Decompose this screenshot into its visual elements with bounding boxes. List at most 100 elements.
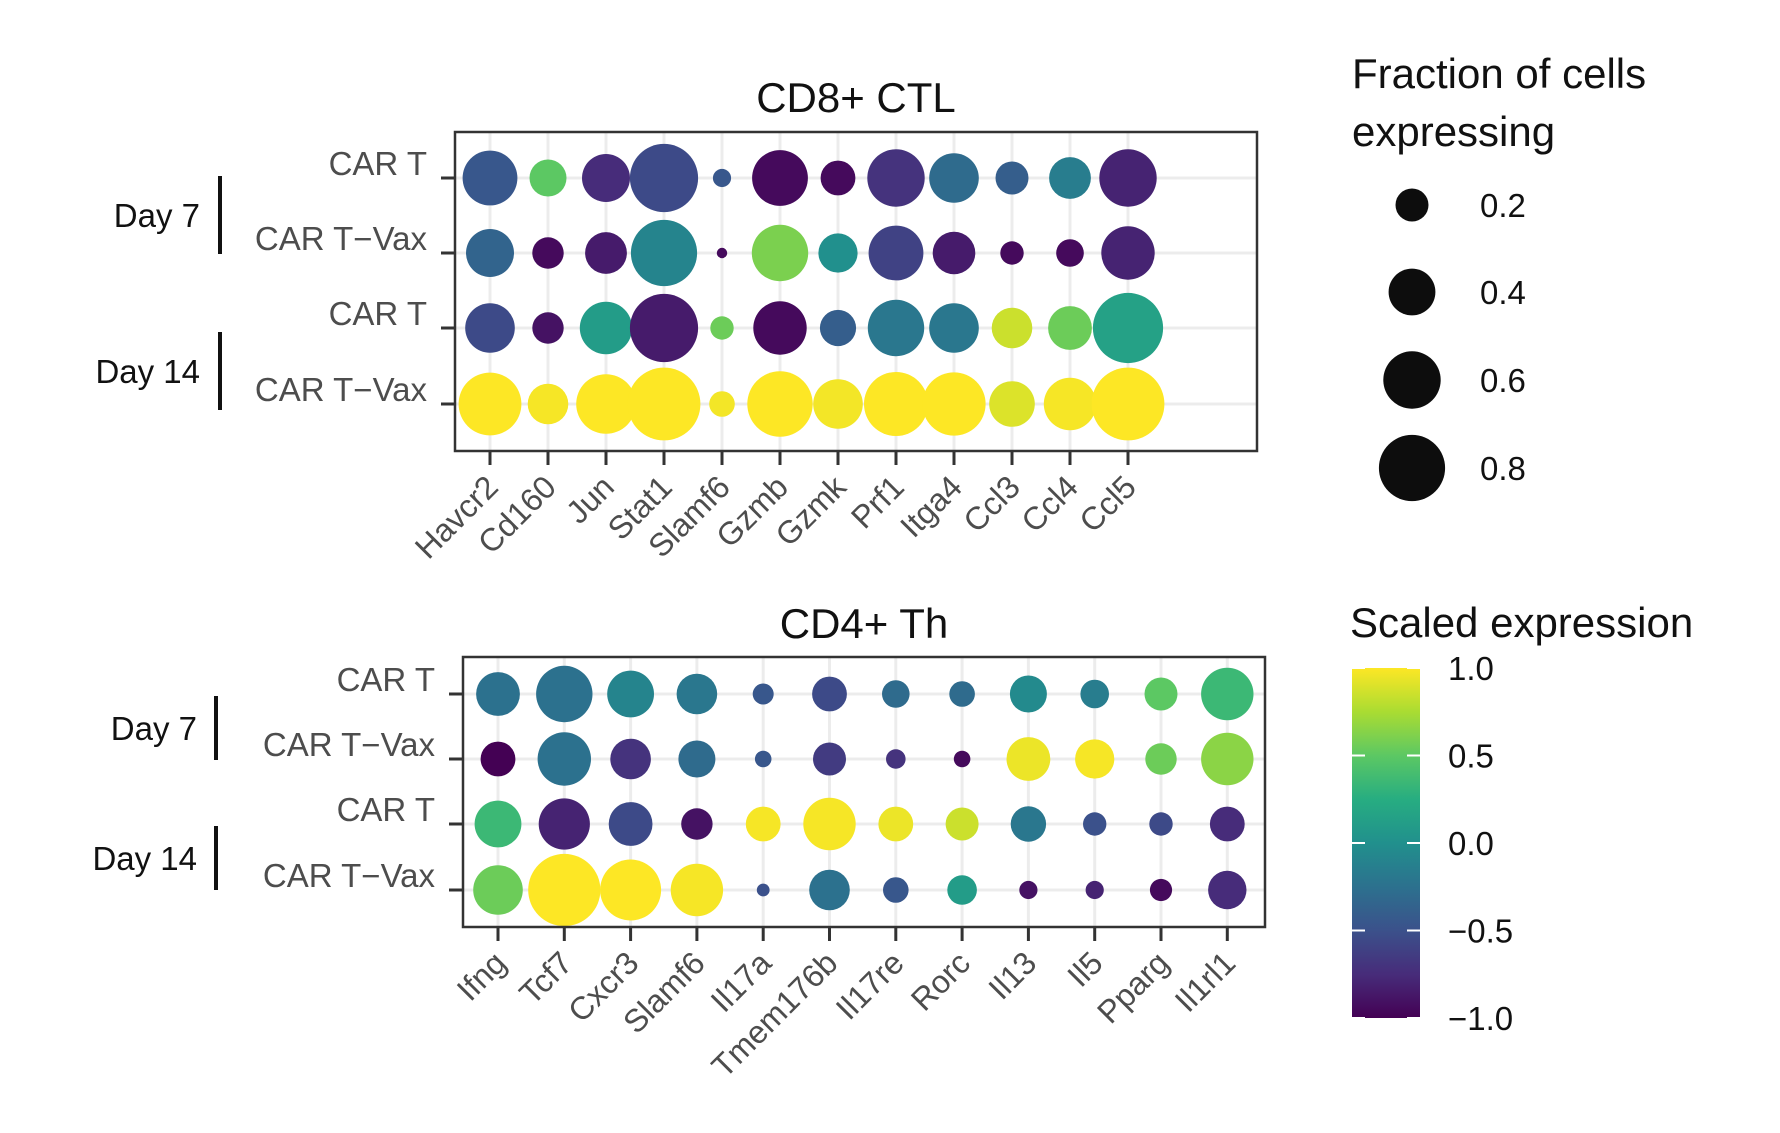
x-tick-label-rorc: Rorc [904,944,977,1017]
size-legend-label: 0.6 [1480,362,1526,399]
panel-frame [453,130,1259,453]
x-axis: Ifng Tcf7Cxcr3Slamf6Il17aTmem176bIl17reRo… [450,927,1242,1084]
size-legend-items: 0.2 0.4 0.6 0.8 [1378,187,1526,502]
dot-pparg-row3 [1149,812,1173,836]
dot-cd160-row3 [532,312,564,344]
color-tick-label: −0.5 [1448,913,1513,950]
dot-prf1-row2 [868,225,924,281]
dot-tmem176b-row3 [803,797,856,851]
x-tick-label-il5: Il5 [1060,944,1109,993]
dot-cxcr3-row2 [610,738,651,780]
group-brackets: Day 7 Day 14 [95,176,222,410]
dot-ifng-row1 [476,672,520,716]
x-tick-label-ccl3: Ccl3 [956,468,1027,539]
dot-il17re-row1 [882,680,910,708]
dot-tcf7-row2 [537,732,591,786]
size-legend-title-line2: expressing [1352,108,1555,155]
dot-il17a-row2 [754,750,772,768]
panel-cd8-ctl: CD8+ CTL CAR T CAR T−Vax CAR T CAR T−Vax Ha… [95,74,1259,566]
x-tick-label-ifng: Ifng [450,944,513,1007]
dot-il17re-row4 [883,877,909,903]
dot-slamf6-row4 [670,863,724,917]
dot-il5-row3 [1083,812,1107,836]
size-legend-label: 0.8 [1480,450,1526,487]
group-brackets: Day 7 Day 14 [92,696,218,890]
dot-cxcr3-row1 [607,670,654,718]
dot-havcr2-row4 [458,372,522,436]
dot-ccl5-row4 [1091,367,1165,441]
dot-il17a-row4 [756,883,770,897]
y-tick-label: CAR T [329,145,427,182]
dot-prf1-row3 [867,299,925,357]
dot-tcf7-row3 [538,798,590,850]
dot-gzmb-row1 [752,150,808,206]
dot-rorc-row3 [945,807,979,841]
dot-slamf6-row1 [676,673,718,715]
color-tick-label: 1.0 [1448,650,1494,687]
dot-ccl4-row2 [1056,239,1084,267]
dot-gzmb-row4 [747,371,813,437]
size-legend-dot [1383,351,1441,409]
dot-ccl3-row4 [989,381,1035,427]
x-tick-label-il1rl1: Il1rl1 [1168,944,1243,1019]
x-tick-label-ccl4: Ccl4 [1014,468,1085,539]
dot-rorc-row2 [953,750,971,768]
dot-il1rl1-row1 [1201,667,1254,721]
dot-ifng-row2 [480,741,516,777]
dot-havcr2-row2 [466,229,514,277]
x-tick-label-itga4: Itga4 [893,468,969,544]
dot-cd160-row4 [527,383,569,425]
dot-havcr2-row3 [465,303,515,353]
dot-il17a-row3 [745,806,781,842]
dot-tcf7-row1 [536,665,593,723]
dot-stat1-row2 [630,219,698,287]
dot-havcr2-row1 [462,150,518,206]
dot-pparg-row2 [1145,743,1177,775]
color-legend: Scaled expression 1.0 0.5 0.0 −0.5 −1.0 [1350,599,1693,1037]
dot-rorc-row4 [947,875,977,905]
dot-tmem176b-row4 [809,869,850,911]
dot-tcf7-row4 [528,853,601,927]
color-legend-title: Scaled expression [1350,599,1693,646]
dot-ccl5-row2 [1101,226,1155,280]
y-tick-label: CAR T [329,295,427,332]
dot-pparg-row1 [1144,677,1178,711]
group-label: Day 7 [114,197,200,234]
panel-title: CD4+ Th [780,600,948,647]
y-tick-label: CAR T [337,791,435,828]
dot-itga4-row3 [929,303,979,353]
x-tick-label-pparg: Pparg [1090,944,1176,1030]
dot-rorc-row1 [949,681,975,707]
dot-gzmb-row2 [751,224,809,282]
dot-gzmb-row3 [753,301,807,355]
x-tick-label-il17re: Il17re [829,944,911,1026]
dot-il1rl1-row4 [1208,870,1247,910]
dot-stat1-row1 [629,143,699,213]
y-tick-label: CAR T−Vax [263,726,436,763]
size-legend-title-line1: Fraction of cells [1352,50,1646,97]
dot-ccl3-row3 [991,307,1033,349]
dot-ccl5-row3 [1092,292,1164,364]
dot-il17re-row3 [878,806,914,842]
dot-ccl3-row2 [1000,241,1024,265]
y-axis: CAR T CAR T−Vax CAR T CAR T−Vax [255,145,455,408]
dot-gzmk-row4 [813,379,863,429]
dot-slamf6-row3 [681,808,713,840]
dot-pparg-row4 [1149,878,1173,902]
color-legend-ticks: 1.0 0.5 0.0 −0.5 −1.0 [1352,650,1513,1037]
dot-ifng-row3 [474,800,522,848]
dot-gzmk-row1 [820,160,856,196]
dot-prf1-row4 [864,372,928,436]
y-tick-label: CAR T−Vax [255,371,428,408]
dot-slamf6-row2 [716,247,728,259]
panel-frame [461,655,1267,929]
dot-cxcr3-row4 [600,859,662,921]
dot-il5-row4 [1085,880,1104,900]
color-tick-label: −1.0 [1448,1000,1513,1037]
dot-ccl3-row1 [995,161,1029,195]
dot-stat1-row4 [627,367,701,441]
color-tick-label: 0.0 [1448,825,1494,862]
dot-slamf6-row3 [710,316,734,340]
y-tick-label: CAR T−Vax [263,857,436,894]
